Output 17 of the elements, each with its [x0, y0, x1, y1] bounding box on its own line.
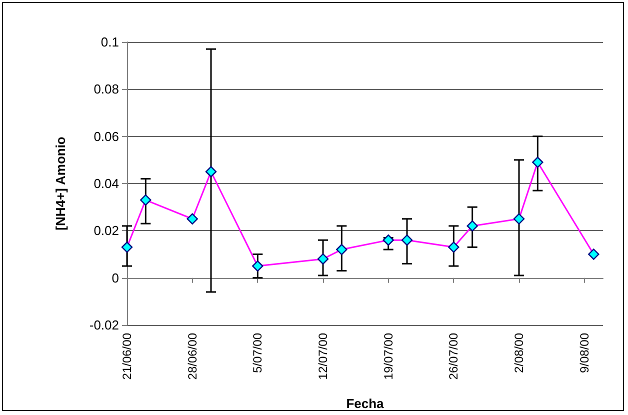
- x-tick-label: 9/08/00: [577, 332, 592, 374]
- x-tick-label: 26/07/00: [446, 332, 461, 380]
- y-tick-label: 0.04: [94, 176, 119, 191]
- y-tick-label: 0.08: [94, 82, 119, 97]
- y-tick-label: 0.06: [94, 128, 119, 144]
- x-tick-label: 19/07/00: [381, 332, 396, 380]
- y-tick-label: 0.1: [100, 34, 119, 50]
- y-tick-label: -0.02: [89, 318, 119, 332]
- y-tick-label: 0: [112, 270, 119, 286]
- x-tick-label: 2/08/00: [512, 332, 526, 374]
- x-axis-title: Fecha: [346, 396, 385, 411]
- y-axis-title: [NH4+] Amonio: [53, 136, 68, 230]
- y-tick-label: 0.02: [94, 223, 119, 238]
- x-tick-label: 28/06/00: [185, 332, 200, 380]
- x-tick-label: 12/07/00: [316, 332, 330, 380]
- x-tick-label: 5/07/00: [250, 332, 265, 374]
- x-tick-label: 21/06/00: [120, 332, 134, 380]
